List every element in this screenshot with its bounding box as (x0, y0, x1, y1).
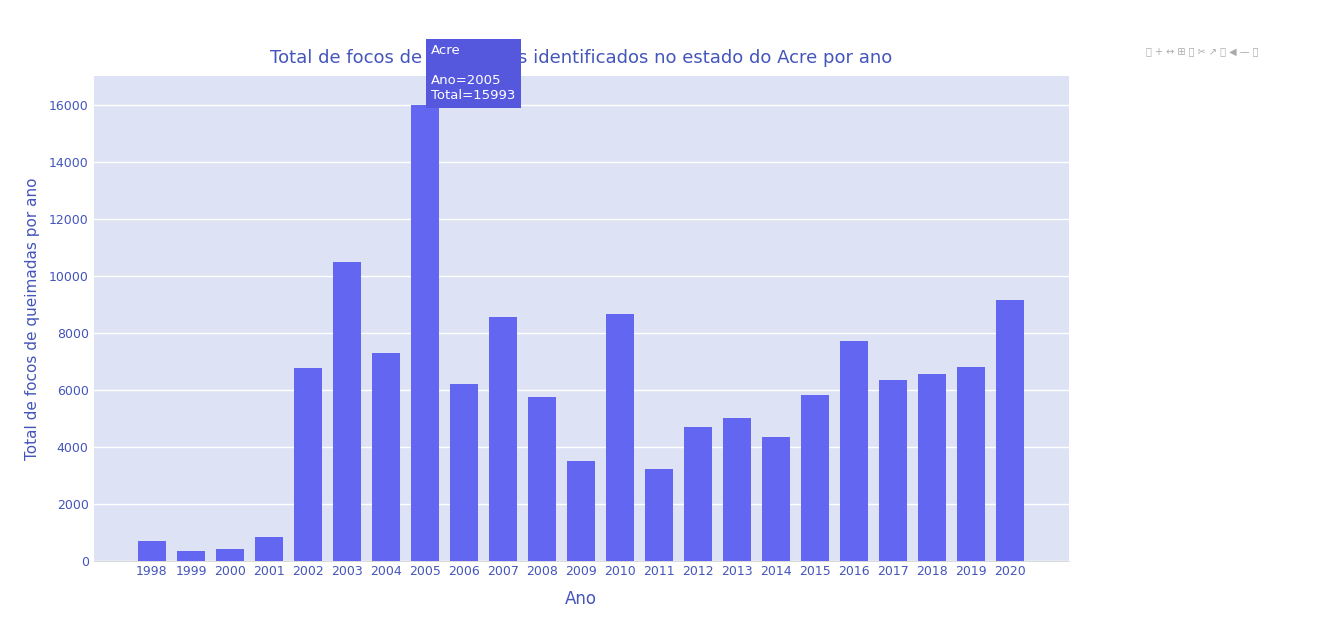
Bar (138, 541, 166, 561)
Text: Acre

Ano=2005
Total=15993: Acre Ano=2005 Total=15993 (432, 44, 516, 103)
Bar (958, 367, 986, 561)
Bar (176, 552, 204, 561)
Bar (879, 380, 907, 561)
Bar (802, 396, 830, 561)
Bar (997, 300, 1025, 561)
Bar (607, 314, 635, 561)
Bar (763, 437, 791, 561)
Title: Total de focos de queimadas identificados no estado do Acre por ano: Total de focos de queimadas identificado… (270, 48, 892, 66)
Y-axis label: Total de focos de queimadas por ano: Total de focos de queimadas por ano (25, 177, 40, 460)
Bar (528, 397, 556, 561)
Bar (684, 427, 712, 561)
Bar (566, 461, 596, 561)
Bar (645, 469, 673, 561)
Bar (333, 262, 361, 561)
Bar (489, 317, 517, 561)
Bar (918, 374, 946, 561)
Bar (450, 384, 478, 561)
Bar (371, 353, 399, 561)
Bar (723, 418, 751, 561)
Bar (255, 538, 283, 561)
X-axis label: Ano: Ano (565, 589, 597, 608)
Text: 🔍 + ↔ ⊞ ⬜ ✂ ↗ 🏠 ◀ — ⬛: 🔍 + ↔ ⊞ ⬜ ✂ ↗ 🏠 ◀ — ⬛ (1146, 46, 1259, 56)
Bar (411, 105, 440, 561)
Bar (294, 368, 322, 561)
Bar (216, 549, 244, 561)
Bar (840, 341, 868, 561)
